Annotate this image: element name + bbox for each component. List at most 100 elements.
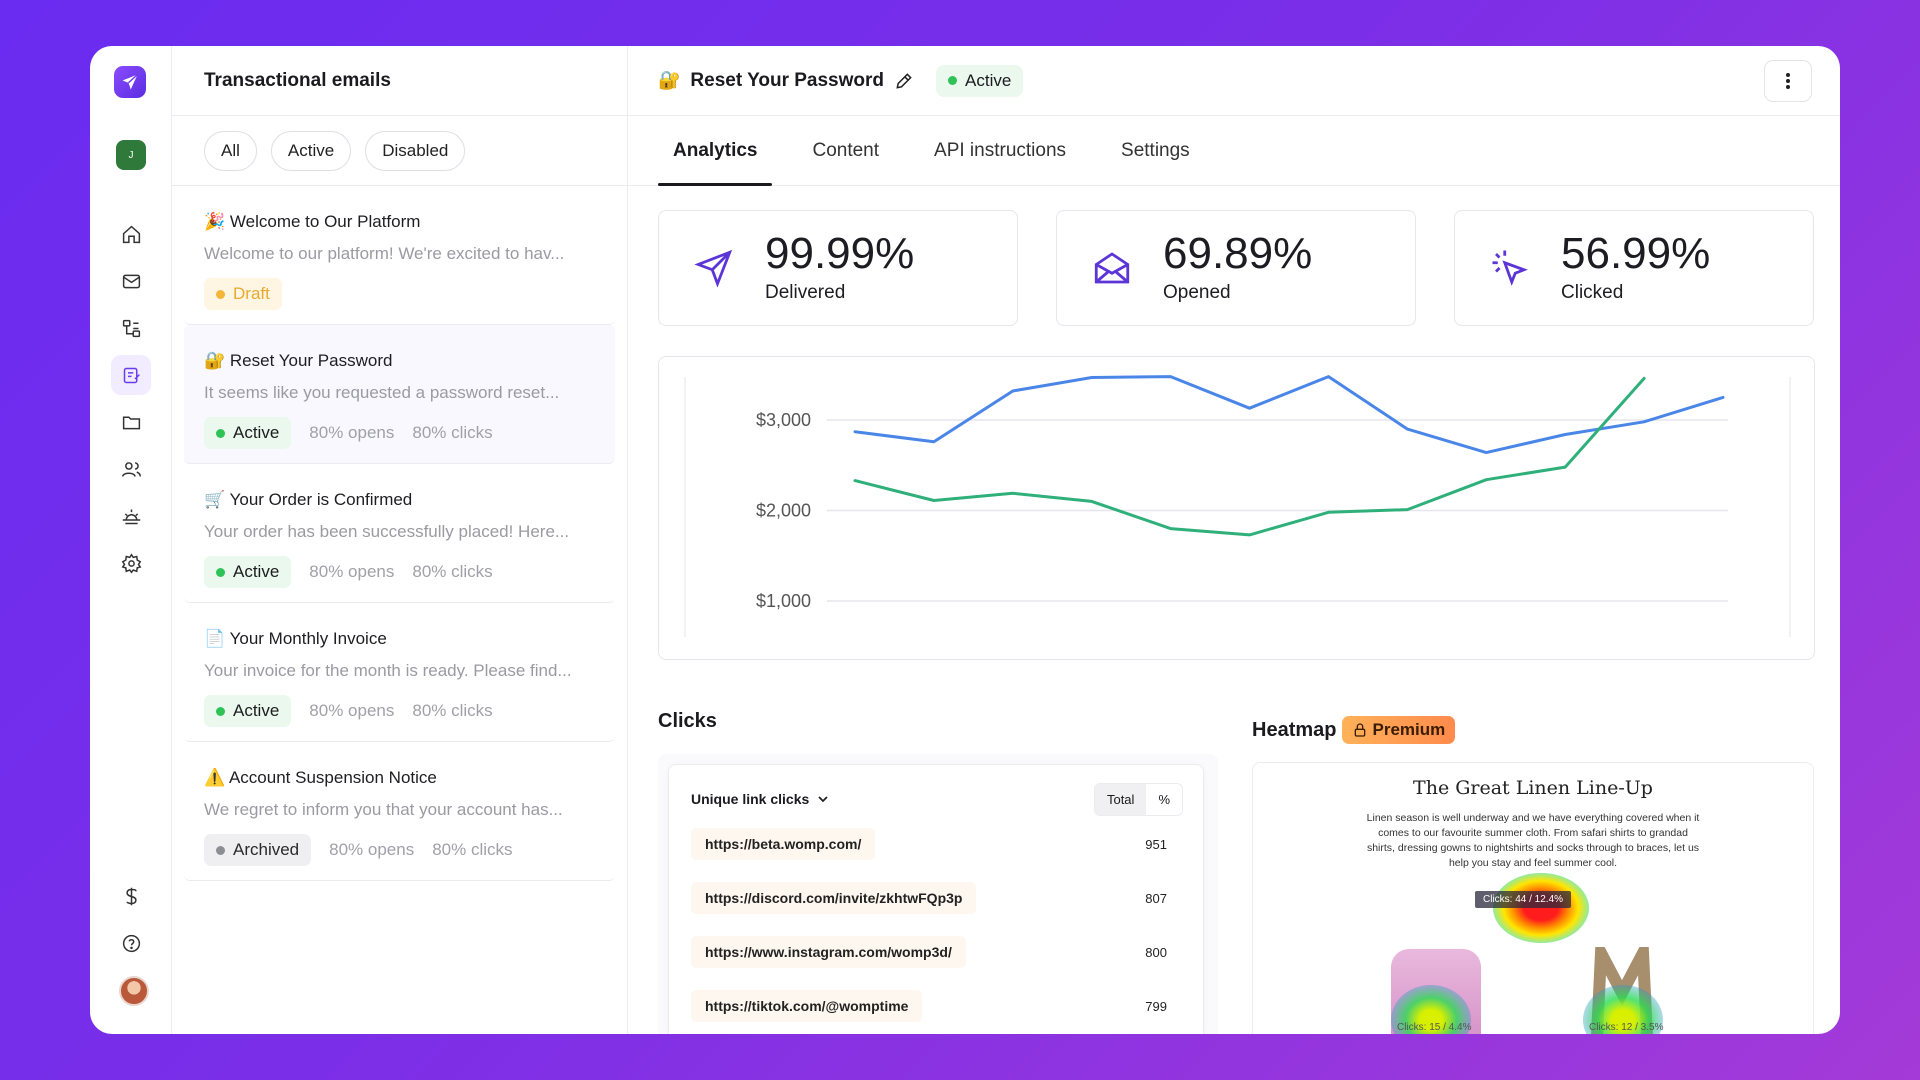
email-item-order[interactable]: 🛒 Your Order is Confirmed Your order has… [184,464,615,603]
send-icon [694,249,733,288]
status-badge: Active [204,417,292,449]
link-count: 807 [1145,890,1167,906]
filter-bar: All Active Disabled [172,116,627,186]
series-line-0[interactable] [853,375,1725,455]
tab-analytics[interactable]: Analytics [658,116,773,186]
lock-icon [1355,723,1366,737]
stat-opened: 69.89% Opened [1056,210,1416,326]
item-title: Account Suspension Notice [228,768,437,787]
tab-api-instructions[interactable]: API instructions [934,139,1067,161]
link-row: https://discord.com/invite/zkhtwFQp3p 807 [669,871,1203,925]
email-item-welcome[interactable]: 🎉 Welcome to Our Platform Welcome to our… [184,186,615,325]
link-count: 800 [1145,944,1167,960]
filter-active[interactable]: Active [270,130,352,171]
item-emoji: ⚠️ [204,768,226,787]
item-title: Welcome to Our Platform [229,212,421,231]
transactional-icon[interactable] [111,355,151,395]
folder-icon[interactable] [111,402,151,442]
link-row: https://beta.womp.com/951 [669,817,1203,871]
item-clicks: 80% clicks [412,562,493,581]
chart-svg: $3,000 $2,000 $1,000 [684,375,1791,637]
status-badge: Active [936,64,1024,97]
filter-disabled[interactable]: Disabled [365,130,466,171]
email-title: Reset Your Password [690,69,885,91]
stat-clicked: 56.99% Clicked [1454,210,1814,326]
nav-rail: J [90,46,172,1034]
filter-all[interactable]: All [204,130,257,171]
item-opens: 80% opens [309,701,395,720]
premium-badge[interactable]: Premium [1342,716,1456,744]
heatmap-title: Heatmap [1252,718,1337,741]
item-title: Your Monthly Invoice [229,629,387,648]
series-line-1[interactable] [853,376,1646,537]
mail-icon[interactable] [111,261,151,301]
toggle-total[interactable]: Total [1094,783,1147,815]
tab-settings[interactable]: Settings [1121,139,1190,161]
total-percent-toggle: Total % [1093,782,1183,816]
item-opens: 80% opens [329,840,415,859]
link-url[interactable]: https://tiktok.com/@womptime [691,990,923,1022]
heatmap-preview: The Great Linen Line-Up Linen season is … [1252,762,1814,1034]
tab-content[interactable]: Content [812,139,880,161]
user-avatar[interactable] [119,976,149,1006]
y-tick-label: $1,000 [756,591,811,611]
logo-icon[interactable] [114,66,146,98]
item-clicks: 80% clicks [432,840,513,859]
sunrise-icon[interactable] [111,496,151,536]
heat-tag: Clicks: 12 / 3.5% [1589,1022,1664,1033]
heat-spot-main [1493,873,1589,943]
email-item-invoice[interactable]: 📄 Your Monthly Invoice Your invoice for … [184,603,615,742]
stat-delivered: 99.99% Delivered [658,210,1018,326]
item-desc: Welcome to our platform! We're excited t… [204,244,565,263]
y-tick-label: $3,000 [756,410,811,430]
item-emoji: 📄 [204,629,226,648]
heat-spot-shirt [1391,985,1471,1034]
link-url[interactable]: https://www.instagram.com/womp3d/ [691,936,966,968]
header-emoji: 🔐 [658,70,681,90]
link-count: 951 [1145,836,1167,852]
email-list: 🎉 Welcome to Our Platform Welcome to our… [172,186,627,881]
link-count: 799 [1145,998,1167,1014]
status-badge: Active [204,556,292,588]
cursor-click-icon [1492,250,1528,286]
email-list-panel: Transactional emails All Active Disabled… [172,46,628,1034]
link-url[interactable]: https://beta.womp.com/ [691,828,876,860]
flow-icon[interactable] [111,308,151,348]
more-options-button[interactable] [1764,60,1812,102]
settings-icon[interactable] [111,543,151,583]
list-title: Transactional emails [204,69,391,91]
heatmap-header: Heatmap Premium [1252,716,1456,744]
stat-value: 69.89% [1163,229,1313,278]
item-title: Your Order is Confirmed [229,490,413,509]
help-icon[interactable] [111,923,151,963]
users-icon[interactable] [111,449,151,489]
newsletter-title: The Great Linen Line-Up [1413,777,1653,799]
email-item-suspension[interactable]: ⚠️ Account Suspension Notice We regret t… [184,742,615,881]
item-desc: Your order has been successfully placed!… [204,522,570,541]
item-clicks: 80% clicks [412,423,493,442]
item-emoji: 🔐 [204,351,226,370]
item-desc: We regret to inform you that your accoun… [204,800,563,819]
item-emoji: 🎉 [204,212,226,231]
edit-icon[interactable] [894,71,914,91]
heat-tag: Clicks: 15 / 4.4% [1397,1022,1472,1033]
stat-label: Clicked [1561,282,1624,303]
link-clicks-dropdown[interactable]: Unique link clicks [691,791,829,807]
newsletter-body: Linen season is well underway and we hav… [1366,812,1700,869]
item-desc: Your invoice for the month is ready. Ple… [204,661,572,680]
main-panel: 🔐 Reset Your Password Active Analytics C… [628,46,1840,1034]
stat-label: Opened [1163,282,1231,303]
dollar-icon[interactable] [111,876,151,916]
open-envelope-icon [1094,252,1130,284]
workspace-avatar[interactable]: J [116,140,146,170]
toggle-percent[interactable]: % [1158,791,1170,807]
email-item-reset[interactable]: 🔐 Reset Your Password It seems like you … [184,325,615,464]
item-emoji: 🛒 [204,490,226,509]
link-url[interactable]: https://discord.com/invite/zkhtwFQp3p [691,882,977,914]
link-row: https://www.instagram.com/womp3d/800 [669,925,1203,979]
home-icon[interactable] [111,214,151,254]
item-title: Reset Your Password [229,351,393,370]
line-chart: $3,000 $2,000 $1,000 [658,356,1815,660]
item-opens: 80% opens [309,562,395,581]
stats-row: 99.99% Delivered 69.89% Opened 56.99% Click… [658,210,1814,326]
